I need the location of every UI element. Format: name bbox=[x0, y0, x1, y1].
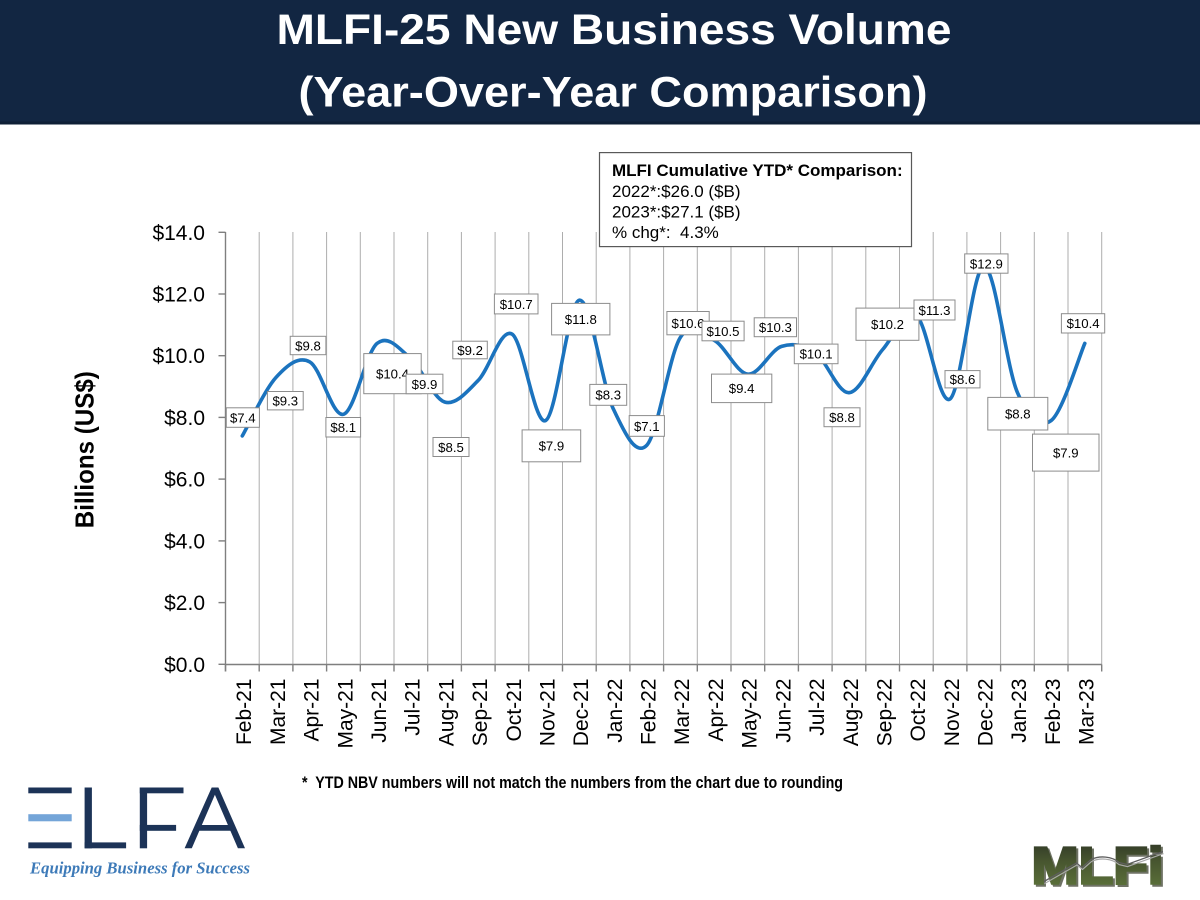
svg-text:$9.2: $9.2 bbox=[457, 343, 483, 358]
svg-text:Jun-22: Jun-22 bbox=[772, 679, 795, 743]
svg-text:$2.0: $2.0 bbox=[164, 592, 205, 615]
svg-text:Oct-22: Oct-22 bbox=[907, 679, 930, 742]
svg-text:$10.3: $10.3 bbox=[759, 320, 792, 335]
svg-text:$11.3: $11.3 bbox=[918, 303, 950, 318]
svg-text:$8.8: $8.8 bbox=[829, 410, 855, 425]
svg-text:Apr-22: Apr-22 bbox=[705, 679, 728, 742]
svg-text:(Year-Over-Year Comparison): (Year-Over-Year Comparison) bbox=[299, 69, 928, 117]
svg-text:$8.3: $8.3 bbox=[595, 388, 621, 403]
svg-text:May-21: May-21 bbox=[334, 679, 357, 749]
svg-text:% chg*: 4.3%: % chg*: 4.3% bbox=[612, 223, 719, 242]
svg-text:2022*:$26.0 ($B): 2022*:$26.0 ($B) bbox=[612, 182, 741, 201]
svg-text:Feb-22: Feb-22 bbox=[638, 679, 661, 746]
svg-text:MLFi: MLFi bbox=[1032, 838, 1164, 896]
svg-text:Equipping Business for Success: Equipping Business for Success bbox=[29, 859, 250, 878]
svg-text:Mar-21: Mar-21 bbox=[267, 679, 290, 746]
svg-text:$8.8: $8.8 bbox=[1005, 407, 1031, 422]
svg-text:$10.0: $10.0 bbox=[152, 345, 205, 368]
svg-text:$10.4: $10.4 bbox=[376, 366, 409, 381]
svg-text:Nov-22: Nov-22 bbox=[941, 679, 964, 747]
svg-text:$10.1: $10.1 bbox=[800, 347, 833, 362]
svg-text:Jan-23: Jan-23 bbox=[1008, 679, 1031, 743]
svg-text:Dec-21: Dec-21 bbox=[570, 679, 593, 747]
svg-text:MLFI Cumulative YTD* Compariso: MLFI Cumulative YTD* Comparison: bbox=[612, 161, 903, 180]
svg-text:MLFi: MLFi bbox=[1034, 840, 1166, 898]
svg-text:$6.0: $6.0 bbox=[164, 469, 205, 492]
svg-text:$9.8: $9.8 bbox=[295, 338, 321, 353]
svg-text:$8.5: $8.5 bbox=[438, 440, 464, 455]
svg-text:2023*:$27.1 ($B): 2023*:$27.1 ($B) bbox=[612, 203, 741, 222]
svg-text:Billions (US$): Billions (US$) bbox=[70, 371, 100, 528]
svg-text:$10.2: $10.2 bbox=[871, 317, 904, 332]
svg-text:$9.3: $9.3 bbox=[272, 394, 298, 409]
svg-text:Jul-21: Jul-21 bbox=[402, 679, 425, 736]
svg-text:Mar-22: Mar-22 bbox=[671, 679, 694, 746]
svg-text:Mar-23: Mar-23 bbox=[1076, 679, 1099, 746]
svg-text:$10.7: $10.7 bbox=[500, 297, 533, 312]
svg-text:$4.0: $4.0 bbox=[164, 530, 205, 553]
svg-text:$7.9: $7.9 bbox=[539, 439, 565, 454]
svg-text:Apr-21: Apr-21 bbox=[301, 679, 324, 742]
svg-text:$10.5: $10.5 bbox=[706, 324, 739, 339]
svg-text:$12.9: $12.9 bbox=[970, 256, 1003, 271]
svg-text:$10.4: $10.4 bbox=[1067, 316, 1100, 331]
svg-text:May-22: May-22 bbox=[739, 679, 762, 749]
svg-text:$7.1: $7.1 bbox=[634, 419, 660, 434]
svg-text:$7.4: $7.4 bbox=[230, 410, 256, 425]
svg-text:$9.9: $9.9 bbox=[412, 377, 438, 392]
svg-text:* YTD NBV numbers will not ma: * YTD NBV numbers will not match the num… bbox=[302, 774, 843, 792]
svg-text:$9.4: $9.4 bbox=[729, 381, 755, 396]
svg-text:$12.0: $12.0 bbox=[152, 284, 205, 307]
svg-text:MLFI-25 New Business Volume: MLFI-25 New Business Volume bbox=[277, 6, 952, 54]
svg-text:$8.0: $8.0 bbox=[164, 407, 205, 430]
svg-text:Jun-21: Jun-21 bbox=[368, 679, 391, 743]
svg-text:$11.8: $11.8 bbox=[565, 312, 597, 327]
svg-text:Jan-22: Jan-22 bbox=[604, 679, 627, 743]
svg-text:Aug-22: Aug-22 bbox=[840, 679, 863, 747]
svg-text:$8.6: $8.6 bbox=[950, 372, 976, 387]
svg-text:$8.1: $8.1 bbox=[330, 420, 356, 435]
svg-text:$7.9: $7.9 bbox=[1053, 445, 1079, 460]
svg-text:Oct-21: Oct-21 bbox=[503, 679, 526, 742]
svg-text:Nov-21: Nov-21 bbox=[537, 679, 560, 747]
svg-text:Aug-21: Aug-21 bbox=[435, 679, 458, 747]
svg-text:$0.0: $0.0 bbox=[164, 654, 205, 677]
svg-text:$10.6: $10.6 bbox=[671, 316, 704, 331]
svg-text:Sep-21: Sep-21 bbox=[469, 679, 492, 747]
svg-text:Jul-22: Jul-22 bbox=[806, 679, 829, 736]
svg-text:Sep-22: Sep-22 bbox=[874, 679, 897, 747]
svg-text:$14.0: $14.0 bbox=[152, 222, 205, 245]
svg-text:Feb-23: Feb-23 bbox=[1042, 679, 1065, 746]
svg-text:Dec-22: Dec-22 bbox=[975, 679, 998, 747]
svg-text:Feb-21: Feb-21 bbox=[233, 679, 256, 746]
